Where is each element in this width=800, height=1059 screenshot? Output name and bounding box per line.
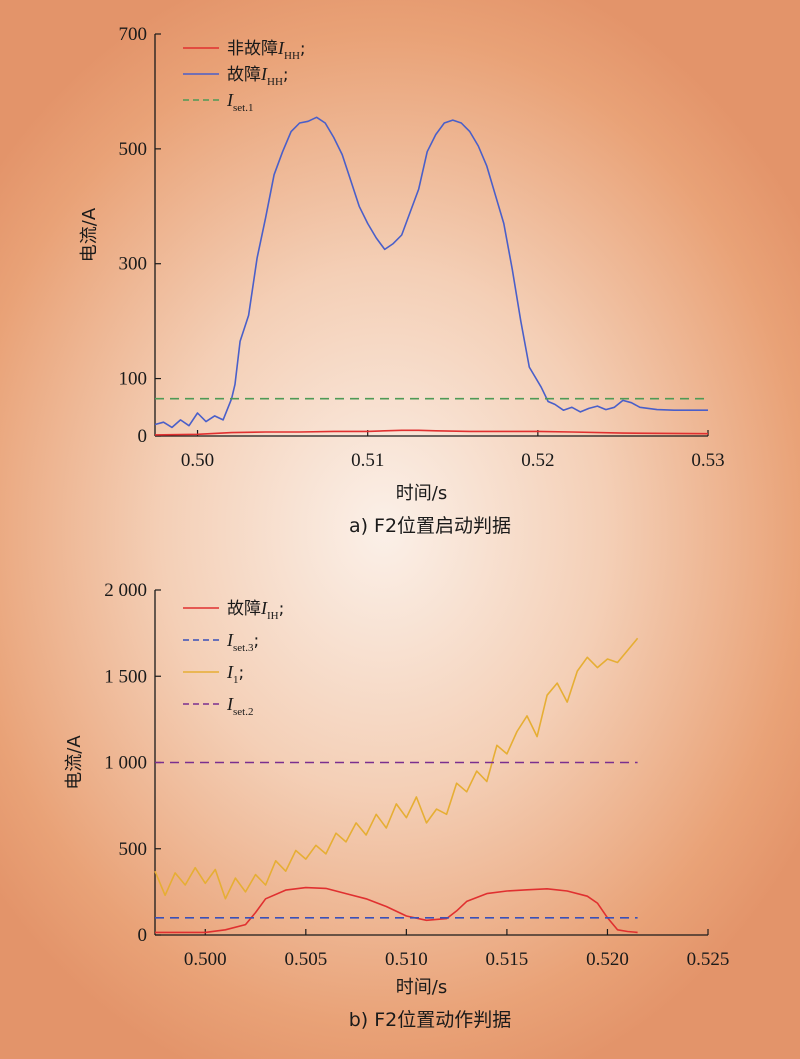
legend-suffix: ; — [279, 599, 285, 619]
legend-suffix: ; — [253, 631, 259, 651]
y-tick-label: 1 500 — [104, 666, 147, 687]
legend-symbol: I — [226, 90, 234, 110]
series-line-1 — [154, 116, 708, 429]
x-tick-label: 0.510 — [385, 949, 428, 970]
legend-subscript: HH — [267, 76, 283, 88]
chart-b: 0 500 1 000 1 500 2 000 0.500 0.505 0.510 0.515 0… — [64, 580, 729, 1031]
legend-suffix: ; — [283, 65, 289, 85]
legend-symbol: I — [226, 662, 234, 682]
legend-label-3: Iset.2 — [226, 694, 253, 718]
legend-symbol: I — [260, 598, 268, 618]
x-tick-label: 0.515 — [486, 949, 529, 970]
y-tick-label: 500 — [119, 139, 148, 160]
y-tick-label: 0 — [138, 426, 148, 447]
legend-label-0: 故障IIH; — [227, 598, 284, 622]
y-tick-label: 300 — [119, 254, 148, 275]
legend-subscript: set.2 — [233, 706, 253, 718]
y-tick-label: 2 000 — [104, 580, 147, 601]
y-tick-label: 100 — [119, 369, 148, 390]
x-tick-label: 0.525 — [687, 949, 730, 970]
legend: 故障IIH;Iset.3;I1;Iset.2 — [183, 598, 284, 718]
legend-suffix: ; — [300, 39, 306, 59]
legend: 非故障IHH;故障IHH;Iset.1 — [183, 38, 306, 114]
y-axis-label: 电流/A — [64, 735, 85, 790]
x-tick-label: 0.500 — [184, 949, 227, 970]
x-tick-label: 0.505 — [284, 949, 327, 970]
x-tick-label: 0.520 — [586, 949, 629, 970]
legend-label-1: 故障IHH; — [227, 64, 289, 88]
legend-symbol: I — [226, 694, 234, 714]
legend-text: 故障 — [227, 599, 261, 619]
chart-caption: a) F2位置启动判据 — [349, 515, 511, 537]
y-tick-label: 1 000 — [104, 753, 147, 774]
legend-suffix: ; — [239, 663, 245, 683]
legend-subscript: IH — [267, 610, 279, 622]
y-tick-label: 500 — [119, 839, 148, 860]
x-tick-label: 0.52 — [521, 450, 554, 471]
y-axis-label: 电流/A — [79, 207, 100, 262]
legend-subscript: HH — [284, 50, 300, 62]
legend-symbol: I — [277, 38, 285, 58]
series-line-0 — [155, 886, 638, 934]
x-tick-label: 0.53 — [691, 450, 724, 471]
chart-a: 0 100 300 500 700 0.50 0.51 0.52 0.53 时间/s 电流/A a) … — [79, 24, 725, 537]
chart-caption: b) F2位置动作判据 — [349, 1009, 512, 1031]
y-tick-label: 700 — [119, 24, 148, 45]
legend-label-0: 非故障IHH; — [227, 38, 306, 62]
legend-text: 故障 — [227, 65, 261, 85]
series-line-2 — [154, 637, 639, 900]
legend-label-1: Iset.3; — [226, 630, 259, 654]
y-tick-label: 0 — [138, 925, 148, 946]
legend-symbol: I — [226, 630, 234, 650]
x-tick-label: 0.51 — [351, 450, 384, 471]
legend-subscript: set.1 — [233, 102, 253, 114]
legend-subscript: 1 — [233, 674, 239, 686]
legend-symbol: I — [260, 64, 268, 84]
legend-text: 非故障 — [227, 39, 278, 59]
legend-subscript: set.3 — [233, 642, 254, 654]
x-axis-label: 时间/s — [396, 977, 447, 998]
series-line-0 — [154, 429, 709, 436]
x-axis-label: 时间/s — [396, 483, 447, 504]
legend-label-2: I1; — [226, 662, 244, 686]
x-tick-label: 0.50 — [181, 450, 214, 471]
legend-label-2: Iset.1 — [226, 90, 253, 114]
